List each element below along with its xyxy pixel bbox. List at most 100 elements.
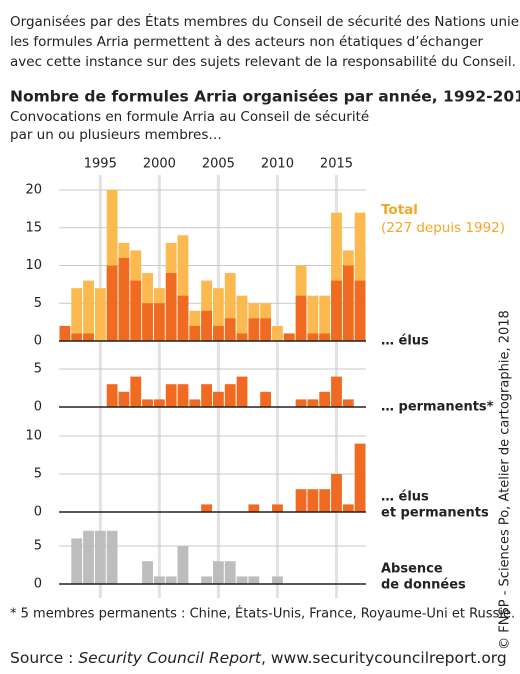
bar <box>236 576 248 584</box>
y-tick-label: 0 <box>34 334 42 349</box>
x-tick-label: 2015 <box>320 157 353 172</box>
bar <box>213 391 224 407</box>
bar <box>213 288 224 341</box>
intro-line: Organisées par des États membres du Cons… <box>10 13 520 30</box>
bar <box>177 546 189 584</box>
bar <box>83 530 94 584</box>
bar <box>224 561 236 584</box>
bar <box>307 399 319 407</box>
panel-label: Absence <box>381 562 443 577</box>
y-tick-label: 0 <box>34 577 42 592</box>
bar <box>142 561 153 584</box>
bar <box>236 333 248 341</box>
bar <box>177 235 189 341</box>
bar <box>83 333 94 341</box>
legend-total: Total <box>381 202 418 218</box>
bar <box>354 280 366 341</box>
bar <box>71 288 83 341</box>
bar <box>331 474 342 512</box>
bar <box>189 325 201 341</box>
bar <box>319 489 331 512</box>
bar <box>307 489 319 512</box>
bar <box>272 325 283 341</box>
x-tick-label: 1995 <box>84 157 117 172</box>
bar <box>106 530 118 584</box>
footnote: * 5 membres permanents : Chine, États-Un… <box>10 606 515 622</box>
bar <box>153 303 165 341</box>
bar <box>295 399 307 407</box>
source-rest: , www.securitycouncilreport.org <box>261 649 507 667</box>
bar <box>142 303 153 341</box>
intro-line: les formules Arria permettent à des acte… <box>10 34 484 50</box>
bar <box>260 391 272 407</box>
bar <box>295 295 307 341</box>
bar <box>142 399 153 407</box>
bar <box>130 376 142 407</box>
bar <box>177 295 189 341</box>
bar <box>272 576 283 584</box>
bar <box>213 561 224 584</box>
bar <box>248 576 260 584</box>
bar <box>319 391 331 407</box>
y-tick-label: 10 <box>25 258 42 273</box>
legend-total-note: (227 depuis 1992) <box>381 220 505 236</box>
bar <box>165 273 177 341</box>
x-tick-label: 2005 <box>202 157 235 172</box>
bar <box>130 280 142 341</box>
subtitle: Convocations en formule Arria au Conseil… <box>10 109 369 125</box>
bar <box>153 399 165 407</box>
bar <box>307 295 319 341</box>
bar <box>248 504 260 512</box>
bar <box>295 489 307 512</box>
bar <box>319 295 331 341</box>
bar <box>260 318 272 341</box>
bar <box>177 384 189 407</box>
y-tick-label: 10 <box>25 429 42 444</box>
bar <box>106 265 118 341</box>
bar <box>224 273 236 341</box>
bar <box>236 376 248 407</box>
bar <box>342 504 354 512</box>
bar <box>165 576 177 584</box>
bar <box>342 399 354 407</box>
bar <box>236 295 248 341</box>
bar <box>153 576 165 584</box>
intro-line: avec cette instance sur des sujets relev… <box>10 54 516 70</box>
bar <box>319 333 331 341</box>
bar <box>94 530 106 584</box>
bar <box>59 325 71 341</box>
bar <box>307 333 319 341</box>
bar <box>118 257 130 341</box>
bar <box>331 280 342 341</box>
panel-label: de données <box>381 578 466 593</box>
x-tick-label: 2010 <box>261 157 294 172</box>
bar <box>201 576 212 584</box>
y-tick-label: 5 <box>34 467 42 482</box>
bar <box>94 288 106 341</box>
bar <box>248 318 260 341</box>
panel-label: … élus <box>381 490 429 505</box>
bars <box>71 530 283 584</box>
bar <box>224 384 236 407</box>
source: Source : Security Council Report, www.se… <box>10 649 507 667</box>
bar <box>201 310 212 341</box>
bar <box>83 280 94 341</box>
y-tick-label: 15 <box>25 220 42 235</box>
subtitle: par un ou plusieurs membres… <box>10 127 222 143</box>
panel-label: … permanents* <box>381 400 494 415</box>
bar <box>272 504 283 512</box>
bar <box>354 212 366 341</box>
bar <box>283 333 295 341</box>
bar <box>106 384 118 407</box>
bar <box>331 376 342 407</box>
source-prefix: Source : <box>10 649 78 667</box>
bar <box>189 399 201 407</box>
y-tick-label: 0 <box>34 505 42 520</box>
bar <box>118 391 130 407</box>
bar <box>213 325 224 341</box>
bar <box>71 538 83 584</box>
source-name: Security Council Report <box>78 649 262 667</box>
bar <box>201 504 212 512</box>
x-tick-label: 2000 <box>143 157 176 172</box>
